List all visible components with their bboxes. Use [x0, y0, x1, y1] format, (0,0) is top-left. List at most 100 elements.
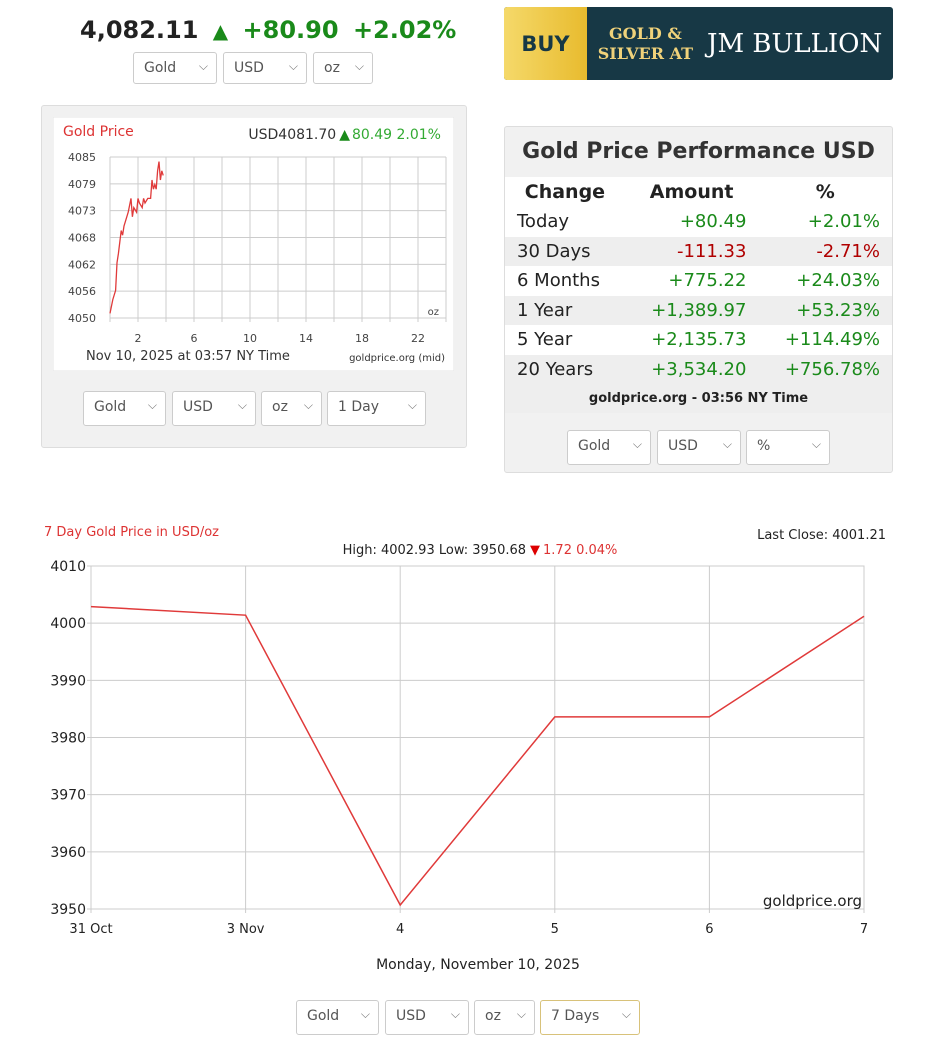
unit-select[interactable]: oz ⌵	[313, 52, 373, 84]
percent: +24.03%	[796, 270, 880, 292]
chart-currency-select[interactable]: USD ⌵	[172, 391, 256, 426]
x-tick-label: 18	[355, 332, 369, 345]
seven-day-chart: 4010 4000 3990 3980 3970 3960 3950 31 Oct 3 Nov 4…	[44, 525, 886, 973]
chart-change: 80.49 2.01%	[352, 127, 441, 143]
unit-label: oz	[428, 307, 439, 318]
y-tick-label: 4079	[68, 178, 96, 191]
performance-row: 1 Year +1,389.97 +53.23%	[505, 295, 892, 325]
percent: +756.78%	[758, 354, 892, 384]
currency-select[interactable]: USD ⌵	[223, 52, 307, 84]
ad-buy: BUY	[504, 7, 587, 80]
chevron-down-icon: ⌵	[811, 437, 821, 451]
x-tick-label: 14	[299, 332, 313, 345]
x-tick-label: 7	[860, 922, 868, 937]
amount: +775.22	[668, 270, 747, 292]
period: 1 Year	[505, 295, 625, 325]
amount: +1,389.97	[624, 295, 759, 325]
percent: +114.49%	[784, 329, 880, 351]
chart-metal-select[interactable]: Gold ⌵	[83, 391, 166, 426]
up-arrow-icon: ▲	[339, 127, 350, 143]
chevron-down-icon: ⌵	[621, 1007, 631, 1021]
down-arrow-icon: ▼	[530, 543, 540, 558]
y-tick-label: 4073	[68, 205, 96, 218]
percent: -2.71%	[758, 236, 892, 266]
amount: +2,135.73	[651, 329, 747, 351]
high-low: High: 4002.93 Low: 3950.68	[343, 543, 526, 558]
jm-bullion-ad[interactable]: BUY GOLD & SILVER AT JM BULLION	[504, 7, 893, 80]
chart-subtitle: High: 4002.93 Low: 3950.68 ▼ 1.72 0.04%	[343, 543, 618, 558]
chart-price: USD4081.70	[248, 127, 336, 143]
chevron-down-icon: ⌵	[632, 437, 642, 451]
col-change: Change	[524, 181, 606, 203]
chevron-down-icon: ⌵	[516, 1007, 526, 1021]
spot-price: 4,082.11	[80, 16, 199, 44]
chart-title: Gold Price	[63, 124, 134, 140]
chevron-down-icon: ⌵	[147, 398, 157, 412]
y-tick-label: 4085	[68, 151, 96, 164]
chevron-down-icon: ⌵	[354, 59, 364, 73]
amount: -111.33	[624, 236, 759, 266]
chart-source: goldprice.org (mid)	[349, 353, 445, 364]
col-amount: Amount	[649, 181, 734, 203]
big-unit-select[interactable]: oz ⌵	[474, 1000, 535, 1035]
x-tick-label: 31 Oct	[69, 922, 112, 937]
chevron-down-icon: ⌵	[407, 398, 417, 412]
performance-row: 5 Year +2,135.73 +114.49%	[505, 325, 892, 355]
chevron-down-icon: ⌵	[450, 1007, 460, 1021]
ad-line1: GOLD &	[609, 23, 682, 43]
chart-date: Monday, November 10, 2025	[376, 957, 580, 973]
y-tick-label: 3950	[50, 902, 86, 918]
chevron-down-icon: ⌵	[237, 398, 247, 412]
performance-panel: Gold Price Performance USD Change Amount…	[504, 126, 893, 473]
performance-row: 20 Years +3,534.20 +756.78%	[505, 354, 892, 384]
y-tick-label: 4056	[68, 285, 96, 298]
chart-unit-select[interactable]: oz ⌵	[261, 391, 322, 426]
y-tick-label: 3980	[50, 731, 86, 747]
perf-unit-select[interactable]: % ⌵	[746, 430, 830, 465]
chevron-down-icon: ⌵	[198, 59, 208, 73]
x-tick-label: 22	[411, 332, 425, 345]
x-tick-label: 6	[191, 332, 198, 345]
ticker: 4,082.11 ▲ +80.90 +2.02%	[80, 16, 456, 44]
live-gold-chart: 4085 4079 4073 4068 4062 4056 4050 2 6 10 14 18 22 Go…	[53, 117, 454, 371]
performance-row: Today +80.49 +2.01%	[505, 207, 892, 237]
spot-change: +80.90	[242, 16, 339, 44]
spot-pct: +2.02%	[352, 16, 457, 44]
big-currency-select[interactable]: USD ⌵	[385, 1000, 469, 1035]
y-tick-label: 4068	[68, 232, 96, 245]
y-tick-label: 4062	[68, 258, 96, 271]
x-tick-label: 4	[396, 922, 404, 937]
chart-range-select[interactable]: 1 Day ⌵	[327, 391, 426, 426]
col-pct: %	[815, 181, 835, 203]
performance-row: 6 Months +775.22 +24.03%	[505, 266, 892, 296]
period: Today	[517, 211, 570, 233]
y-tick-label: 3990	[50, 673, 86, 689]
ad-brand: JM BULLION	[707, 28, 883, 59]
x-tick-label: 3 Nov	[227, 922, 265, 937]
perf-currency-select[interactable]: USD ⌵	[657, 430, 741, 465]
period: 6 Months	[517, 270, 600, 292]
chevron-down-icon: ⌵	[288, 59, 298, 73]
big-metal-select[interactable]: Gold ⌵	[296, 1000, 379, 1035]
x-tick-label: 10	[243, 332, 257, 345]
up-arrow-icon: ▲	[212, 19, 229, 43]
price-line	[109, 161, 164, 314]
perf-metal-select[interactable]: Gold ⌵	[567, 430, 651, 465]
performance-footer: goldprice.org - 03:56 NY Time	[505, 384, 892, 413]
price-line	[90, 605, 865, 907]
last-close: Last Close: 4001.21	[757, 528, 886, 543]
big-range-select[interactable]: 7 Days ⌵	[540, 1000, 640, 1035]
x-tick-label: 5	[551, 922, 559, 937]
period: 20 Years	[505, 354, 625, 384]
y-tick-label: 4000	[50, 616, 86, 632]
chart-change: 1.72 0.04%	[543, 543, 617, 558]
performance-title: Gold Price Performance USD	[522, 139, 875, 164]
metal-select[interactable]: Gold ⌵	[133, 52, 217, 84]
chart-title: 7 Day Gold Price in USD/oz	[44, 525, 219, 540]
chevron-down-icon: ⌵	[722, 437, 732, 451]
y-tick-label: 4050	[68, 312, 96, 325]
chart-price-header: USD4081.70 ▲ 80.49 2.01%	[248, 127, 441, 143]
percent: +2.01%	[807, 211, 880, 233]
percent: +53.23%	[758, 295, 892, 325]
period: 30 Days	[505, 236, 625, 266]
